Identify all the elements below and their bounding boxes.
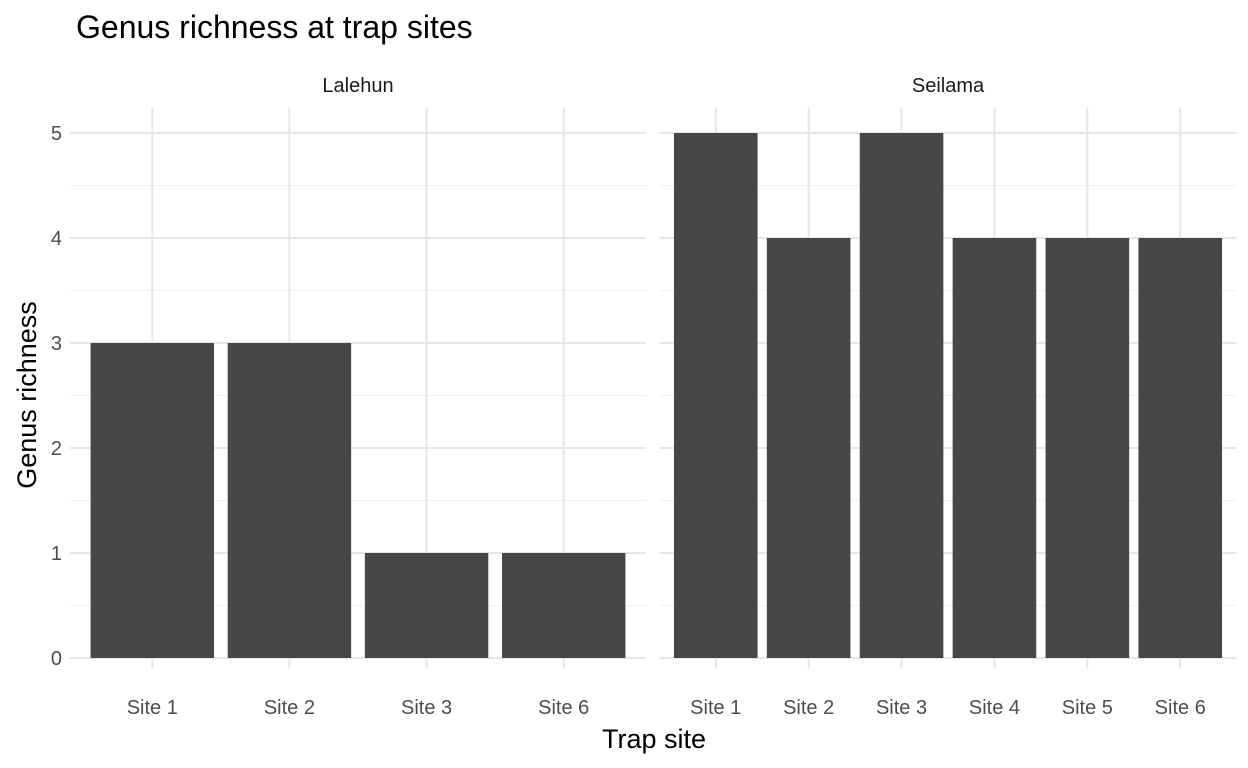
chart-title: Genus richness at trap sites bbox=[76, 9, 473, 45]
panel-strip-label: Seilama bbox=[912, 75, 985, 97]
y-tick-label: 3 bbox=[51, 333, 62, 355]
panel-1: Seilama Site 1 Site 2 Site 3 Site 4 Site 5 Sit… bbox=[660, 75, 1236, 719]
bar bbox=[766, 238, 851, 658]
bar bbox=[1045, 238, 1130, 658]
bar bbox=[227, 343, 352, 658]
bar bbox=[90, 343, 214, 658]
x-tick-label: Site 4 bbox=[969, 697, 1020, 719]
panel-0: Lalehun Site 1 Site 2 Site 3 Site 6 bbox=[70, 75, 646, 719]
x-tick-label: Site 6 bbox=[538, 697, 589, 719]
bar bbox=[1138, 238, 1223, 658]
bar bbox=[364, 553, 489, 658]
panels: Lalehun Site 1 Site 2 Site 3 Site 6 Seilama Si… bbox=[70, 75, 1236, 719]
y-tick-label: 1 bbox=[51, 543, 62, 565]
x-tick-label: Site 3 bbox=[401, 697, 452, 719]
bar bbox=[673, 133, 758, 658]
x-tick-label: Site 2 bbox=[264, 697, 315, 719]
y-tick-label: 2 bbox=[51, 438, 62, 460]
x-tick-label: Site 1 bbox=[127, 697, 178, 719]
x-tick-label: Site 2 bbox=[783, 697, 834, 719]
x-tick-label: Site 3 bbox=[876, 697, 927, 719]
bar bbox=[502, 553, 626, 658]
y-tick-label: 5 bbox=[51, 123, 62, 145]
x-axis-title: Trap site bbox=[602, 724, 706, 754]
y-axis: 0 1 2 3 4 5 bbox=[51, 123, 62, 670]
panel-strip-label: Lalehun bbox=[322, 75, 393, 97]
x-tick-label: Site 6 bbox=[1155, 697, 1206, 719]
y-tick-label: 4 bbox=[51, 228, 62, 250]
y-tick-label: 0 bbox=[51, 648, 62, 670]
bar bbox=[952, 238, 1037, 658]
bar bbox=[859, 133, 944, 658]
y-axis-title: Genus richness bbox=[12, 301, 42, 489]
x-tick-label: Site 5 bbox=[1062, 697, 1113, 719]
x-tick-label: Site 1 bbox=[690, 697, 741, 719]
